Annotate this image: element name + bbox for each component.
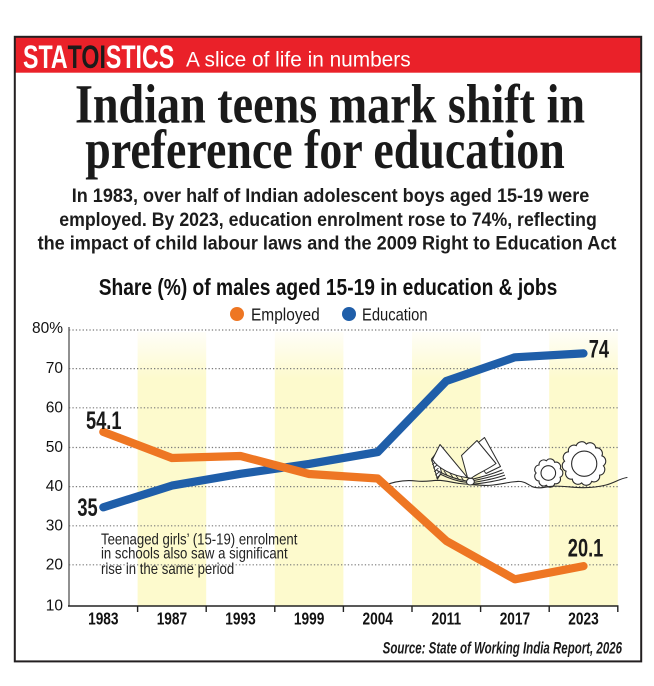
svg-text:50: 50: [46, 439, 64, 456]
svg-text:employed. By 2023, education e: employed. By 2023, education enrolment r…: [59, 208, 597, 230]
svg-text:Indian teens mark shift in: Indian teens mark shift in: [75, 74, 585, 135]
svg-text:2023: 2023: [568, 610, 599, 629]
svg-text:1987: 1987: [157, 610, 188, 629]
svg-text:10: 10: [46, 598, 64, 615]
svg-text:Employed: Employed: [251, 304, 320, 324]
svg-text:1999: 1999: [294, 610, 325, 629]
svg-text:A slice of life in numbers: A slice of life in numbers: [186, 48, 411, 71]
svg-text:20: 20: [46, 557, 64, 574]
svg-text:80%: 80%: [32, 320, 63, 337]
svg-text:preference for education: preference for education: [85, 119, 564, 180]
svg-text:rise in the same period: rise in the same period: [101, 561, 234, 578]
svg-text:in schools also saw a signific: in schools also saw a significant: [101, 546, 288, 563]
svg-text:2017: 2017: [500, 610, 531, 629]
svg-text:40: 40: [46, 478, 64, 495]
svg-text:In 1983, over half of Indian a: In 1983, over half of Indian adolescent …: [72, 184, 590, 206]
svg-text:1993: 1993: [225, 610, 256, 629]
svg-text:Teenaged girls’ (15-19) enrolm: Teenaged girls’ (15-19) enrolment: [101, 532, 297, 549]
svg-text:2011: 2011: [431, 610, 461, 629]
svg-text:20.1: 20.1: [568, 534, 604, 563]
svg-text:74: 74: [589, 335, 610, 364]
svg-text:35: 35: [77, 493, 97, 522]
svg-text:30: 30: [46, 517, 64, 534]
svg-text:the impact of child labour law: the impact of child labour laws and the …: [38, 232, 618, 254]
svg-text:54.1: 54.1: [86, 406, 122, 435]
svg-text:70: 70: [46, 360, 64, 377]
svg-text:Education: Education: [362, 305, 428, 325]
svg-text:Share (%) of males aged 15-19: Share (%) of males aged 15-19 in educati…: [99, 275, 558, 300]
svg-text:STATOISTICS: STATOISTICS: [23, 39, 174, 74]
svg-text:1983: 1983: [88, 610, 119, 629]
svg-text:60: 60: [46, 399, 64, 416]
svg-text:2004: 2004: [362, 610, 393, 629]
svg-text:Source: State of Working India: Source: State of Working India Report, 2…: [383, 639, 623, 658]
